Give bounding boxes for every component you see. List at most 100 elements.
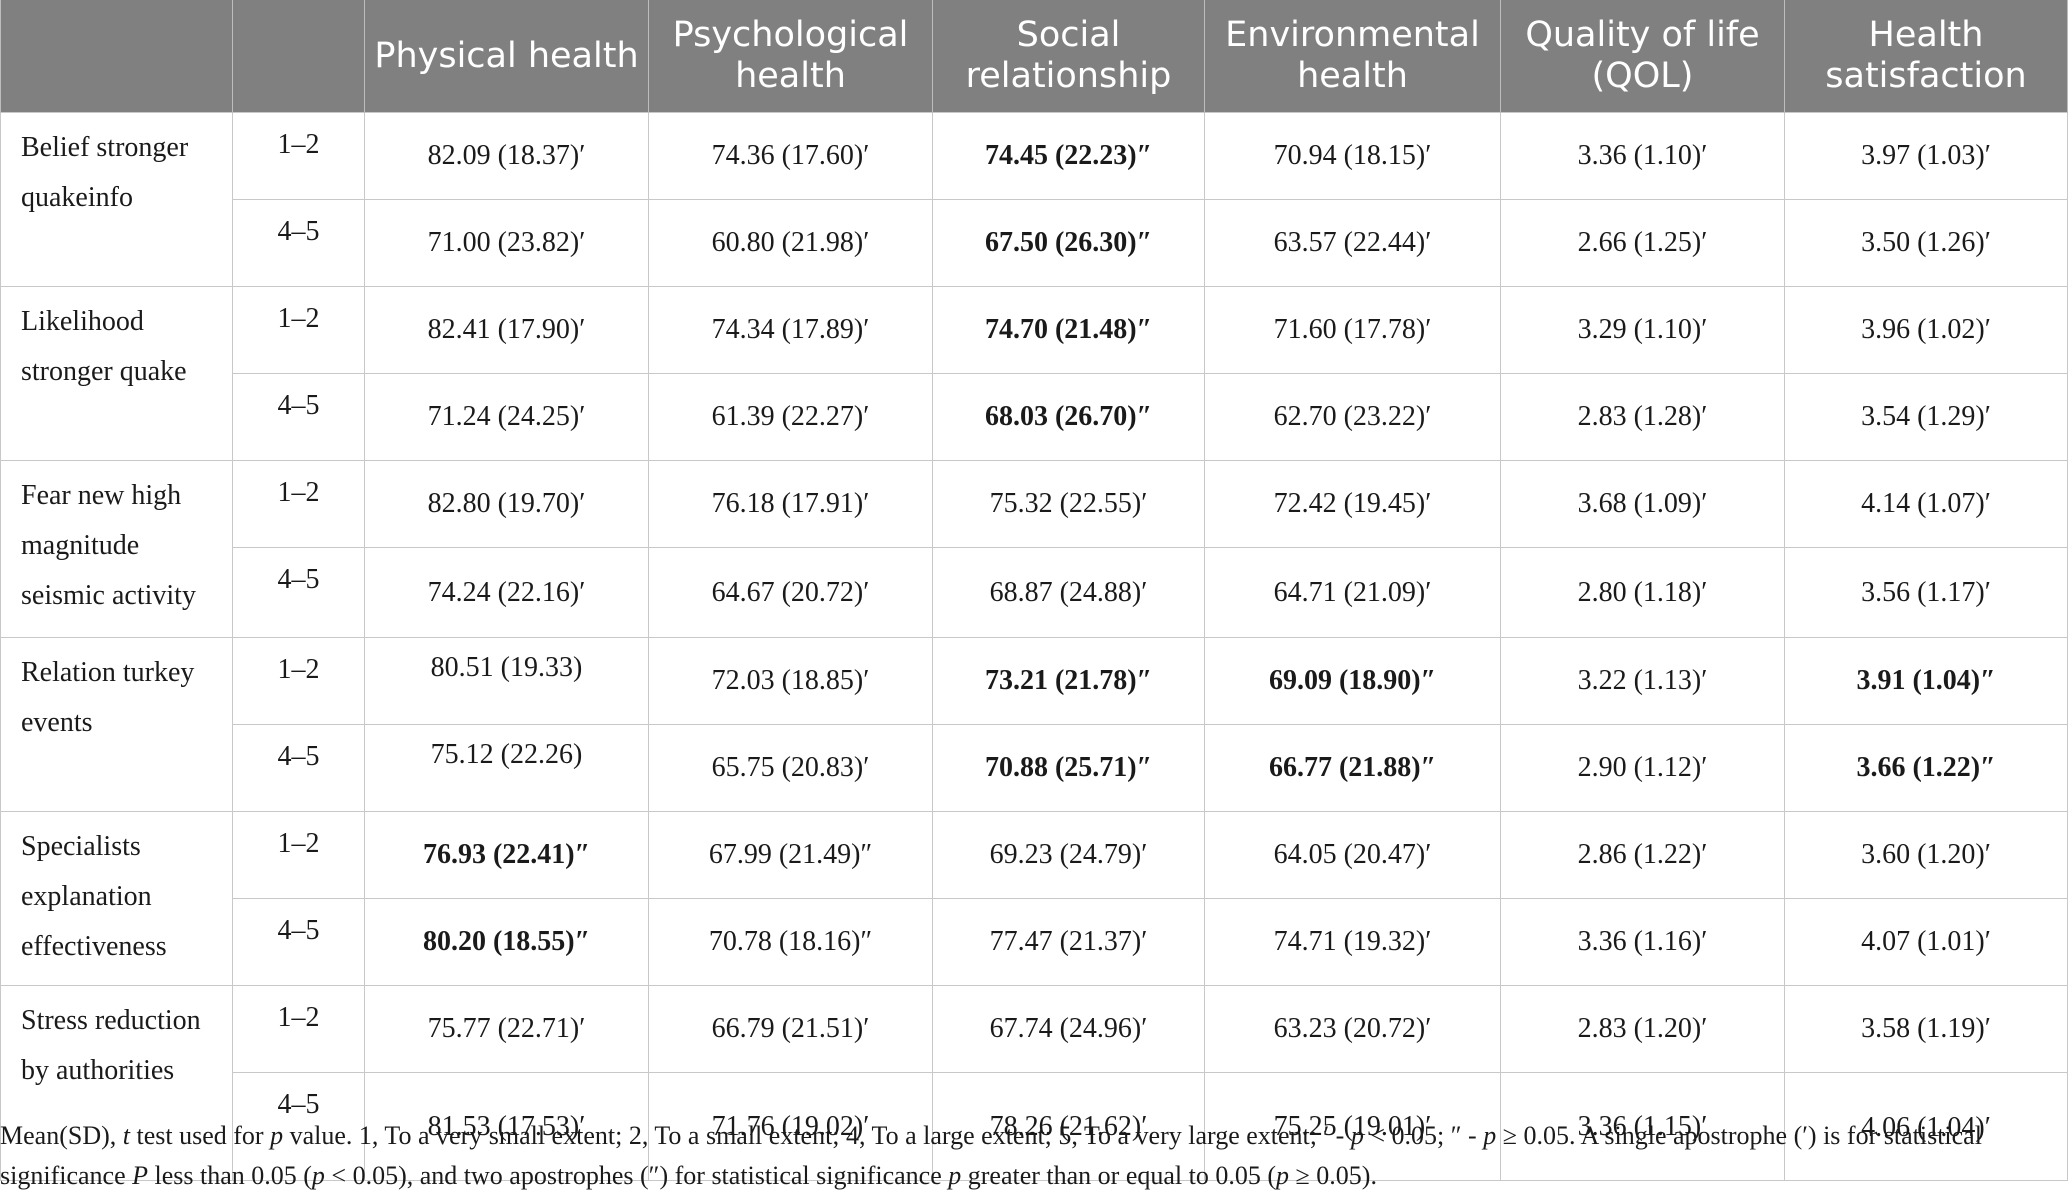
table-row: Stress reduction by authorities 1–2 75.7… [0, 985, 2068, 1181]
footnote-italic: p [1483, 1121, 1497, 1150]
value-cell: 3.60 (1.20)′ [1784, 811, 2068, 899]
value-cell: 63.57 (22.44)′ [1204, 199, 1501, 287]
level-cell: 4–5 [232, 373, 365, 461]
header-quality-of-life: Quality of life (QOL) [1500, 0, 1785, 113]
value-cell: 3.97 (1.03)′ [1784, 112, 2068, 200]
value-cell: 3.36 (1.16)′ [1500, 898, 1785, 986]
value-cell: 61.39 (22.27)′ [648, 373, 933, 461]
header-cell [0, 0, 233, 113]
value-cell: 60.80 (21.98)′ [648, 199, 933, 287]
footnote-italic: p [1350, 1121, 1364, 1150]
group-label: Likelihood stronger quake [0, 286, 233, 461]
value-cell: 4.07 (1.01)′ [1784, 898, 2068, 986]
footnote-text: ≥ 0.05). [1289, 1161, 1377, 1190]
value-cell: 3.91 (1.04)″ [1784, 637, 2068, 725]
value-cell: 68.03 (26.70)″ [932, 373, 1205, 461]
header-social-relationship: Social relationship [932, 0, 1205, 113]
group-label: Specialists explanation effectiveness [0, 811, 233, 986]
value-cell: 64.71 (21.09)′ [1204, 547, 1501, 638]
footnote-italic: p [270, 1121, 284, 1150]
value-cell: 3.29 (1.10)′ [1500, 286, 1785, 374]
value-cell: 68.87 (24.88)′ [932, 547, 1205, 638]
value-cell: 65.75 (20.83)′ [648, 724, 933, 812]
value-cell: 82.09 (18.37)′ [364, 112, 649, 200]
group-label: Relation turkey events [0, 637, 233, 812]
footnote-text: < 0.05; ″ - [1363, 1121, 1484, 1150]
value-cell: 3.68 (1.09)′ [1500, 460, 1785, 548]
value-cell: 71.24 (24.25)′ [364, 373, 649, 461]
value-cell: 3.22 (1.13)′ [1500, 637, 1785, 725]
footnote-text: greater than or equal to 0.05 ( [961, 1161, 1277, 1190]
value-cell: 74.45 (22.23)″ [932, 112, 1205, 200]
value-cell: 2.86 (1.22)′ [1500, 811, 1785, 899]
level-cell: 4–5 [232, 724, 365, 812]
value-cell: 3.96 (1.02)′ [1784, 286, 2068, 374]
header-health-satisfaction: Health satisfaction [1784, 0, 2068, 113]
value-cell: 74.71 (19.32)′ [1204, 898, 1501, 986]
level-cell: 1–2 [232, 637, 365, 725]
level-cell: 4–5 [232, 1072, 365, 1181]
value-cell: 4.06 (1.04)′ [1784, 1072, 2068, 1181]
footnote-text: test used for [130, 1121, 271, 1150]
value-cell: 3.36 (1.15)′ [1500, 1072, 1785, 1181]
value-cell: 3.66 (1.22)″ [1784, 724, 2068, 812]
value-cell: 67.74 (24.96)′ [932, 985, 1205, 1073]
value-cell: 2.66 (1.25)′ [1500, 199, 1785, 287]
level-cell: 4–5 [232, 199, 365, 287]
value-cell: 71.76 (19.02)′ [648, 1072, 933, 1181]
value-cell: 74.70 (21.48)″ [932, 286, 1205, 374]
value-cell: 75.32 (22.55)′ [932, 460, 1205, 548]
level-cell: 1–2 [232, 286, 365, 374]
value-cell: 66.79 (21.51)′ [648, 985, 933, 1073]
group-label: Stress reduction by authorities [0, 985, 233, 1181]
value-cell: 4.14 (1.07)′ [1784, 460, 2068, 548]
level-cell: 1–2 [232, 112, 365, 200]
header-row: Physical health Psychological health Soc… [0, 0, 2068, 113]
table-row: Fear new high magnitude seismic activity… [0, 460, 2068, 638]
value-cell: 71.00 (23.82)′ [364, 199, 649, 287]
group-label: Fear new high magnitude seismic activity [0, 460, 233, 638]
value-cell: 2.90 (1.12)′ [1500, 724, 1785, 812]
group-label: Belief stronger quakeinfo [0, 112, 233, 287]
value-cell: 76.93 (22.41)″ [364, 811, 649, 899]
header-physical-health: Physical health [364, 0, 649, 113]
value-cell: 3.36 (1.10)′ [1500, 112, 1785, 200]
footnote-text: less than 0.05 ( [148, 1161, 312, 1190]
value-cell: 66.77 (21.88)″ [1204, 724, 1501, 812]
value-cell: 3.58 (1.19)′ [1784, 985, 2068, 1073]
level-cell: 4–5 [232, 898, 365, 986]
footnote-italic: P [132, 1161, 148, 1190]
table-row: Specialists explanation effectiveness 1–… [0, 811, 2068, 986]
value-cell: 74.36 (17.60)′ [648, 112, 933, 200]
level-cell: 1–2 [232, 811, 365, 899]
value-cell: 3.50 (1.26)′ [1784, 199, 2068, 287]
value-cell: 80.20 (18.55)″ [364, 898, 649, 986]
value-cell: 3.56 (1.17)′ [1784, 547, 2068, 638]
table-row: Relation turkey events 1–2 80.51 (19.33)… [0, 637, 2068, 812]
value-cell: 78.26 (21.62)′ [932, 1072, 1205, 1181]
table-row: 4–5 74.24 (22.16)′ 64.67 (20.72)′ 68.87 … [1, 547, 2068, 638]
value-cell: 2.80 (1.18)′ [1500, 547, 1785, 638]
table-row: Likelihood stronger quake 1–2 82.41 (17.… [0, 286, 2068, 461]
table-row: Belief stronger quakeinfo 1–2 82.09 (18.… [0, 112, 2068, 287]
value-cell: 74.34 (17.89)′ [648, 286, 933, 374]
value-cell: 75.12 (22.26) [364, 724, 649, 812]
value-cell: 67.99 (21.49)″ [648, 811, 933, 899]
value-cell: 82.80 (19.70)′ [364, 460, 649, 548]
value-cell: 67.50 (26.30)″ [932, 199, 1205, 287]
value-cell: 75.25 (19.01)′ [1204, 1072, 1501, 1181]
footnote-text: value. 1, To a very small extent; 2, To … [283, 1121, 1351, 1150]
table-row: 4–5 71.24 (24.25)′ 61.39 (22.27)′ 68.03 … [1, 373, 2068, 461]
value-cell: 62.70 (23.22)′ [1204, 373, 1501, 461]
value-cell: 69.09 (18.90)″ [1204, 637, 1501, 725]
value-cell: 77.47 (21.37)′ [932, 898, 1205, 986]
value-cell: 76.18 (17.91)′ [648, 460, 933, 548]
value-cell: 82.41 (17.90)′ [364, 286, 649, 374]
value-cell: 75.77 (22.71)′ [364, 985, 649, 1073]
value-cell: 63.23 (20.72)′ [1204, 985, 1501, 1073]
header-environmental-health: Environmental health [1204, 0, 1501, 113]
level-cell: 1–2 [232, 460, 365, 548]
value-cell: 2.83 (1.20)′ [1500, 985, 1785, 1073]
header-psychological-health: Psychological health [648, 0, 933, 113]
